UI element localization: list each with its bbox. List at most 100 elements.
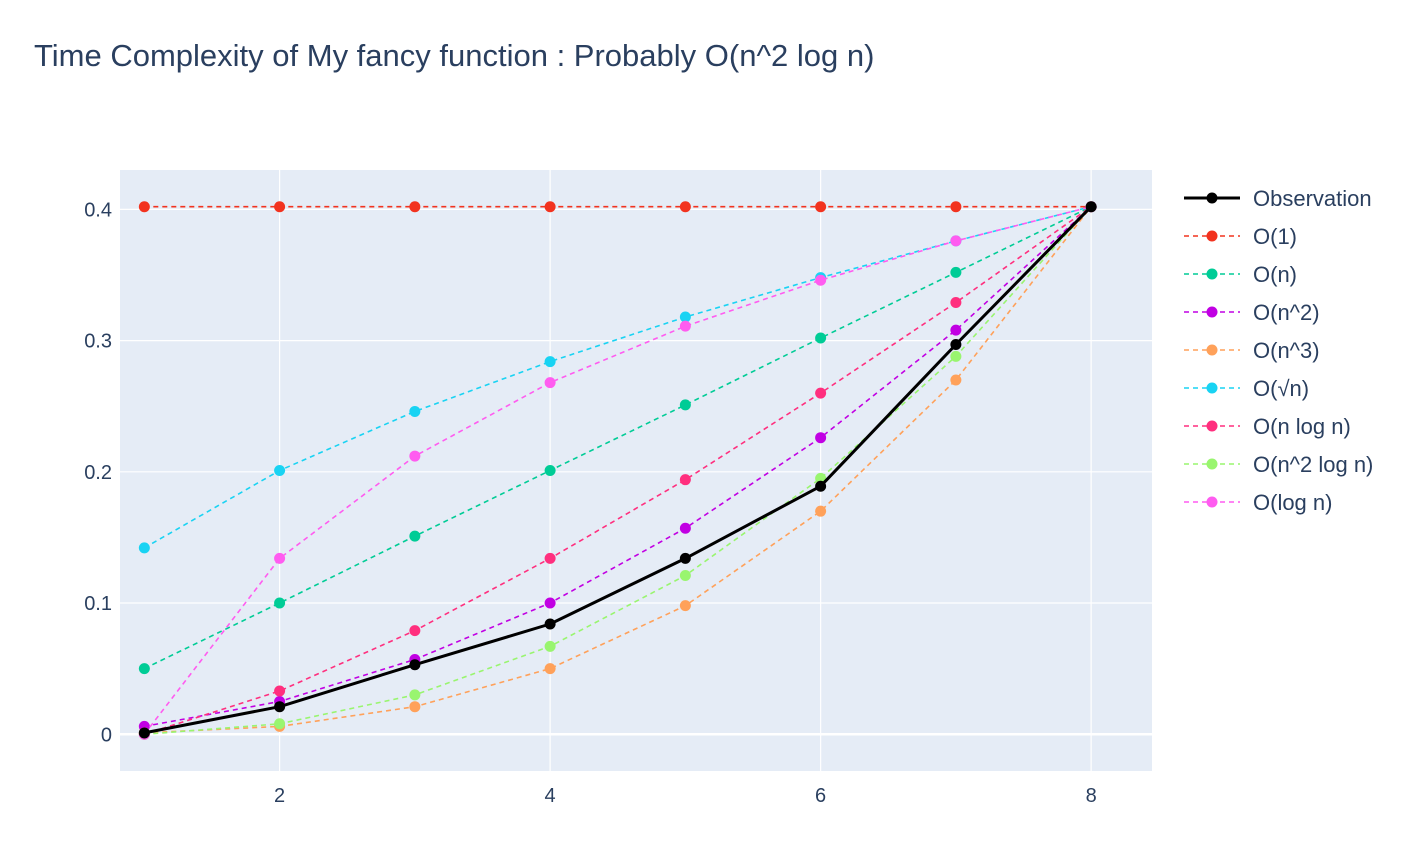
data-point [679,399,691,411]
data-point [544,597,556,609]
legend-swatch-marker [1206,496,1218,508]
data-point [544,663,556,675]
data-point [409,625,421,637]
y-tick-label: 0 [101,724,112,746]
data-point [950,374,962,386]
data-point [679,474,691,486]
legend-item[interactable]: O(√n) [1184,376,1309,401]
data-point [679,552,691,564]
legend-item[interactable]: O(n^2 log n) [1184,452,1373,477]
series-line [143,205,1092,549]
legend-swatch-marker [1206,268,1218,280]
data-point [544,640,556,652]
x-tick-label: 2 [274,785,285,807]
data-point [274,685,286,697]
x-tick-label: 6 [815,785,826,807]
series-line [144,205,1093,735]
data-point [1085,201,1097,213]
series-0 [138,201,1097,739]
series-line [144,206,1092,734]
data-point [679,320,691,332]
data-point [274,552,286,564]
legend-label: O(n log n) [1253,414,1351,439]
x-tick-label: 4 [545,785,556,807]
legend-item[interactable]: O(log n) [1184,490,1332,515]
plot-background [120,170,1152,771]
legend-label: Observation [1253,186,1372,211]
series-line [144,206,1092,736]
data-point [274,465,286,476]
data-point [815,432,827,444]
legend-item[interactable]: O(n^3) [1184,338,1320,363]
y-tick-label: 0.3 [84,331,112,353]
legend-swatch-marker [1206,306,1218,318]
legend-swatch-marker [1206,230,1218,242]
data-point [409,201,421,213]
legend-swatch-marker [1206,458,1218,470]
data-point [138,542,150,554]
series-4 [138,201,1097,739]
data-point [138,201,150,213]
data-point [950,201,962,213]
data-point [815,387,827,399]
data-point [409,701,421,713]
legend-label: O(log n) [1253,490,1332,515]
legend-label: O(n^2) [1253,300,1320,325]
data-point [544,465,556,476]
legend-label: O(n^2 log n) [1253,452,1373,477]
data-point [544,618,556,630]
data-point [544,377,556,389]
data-point [409,450,421,462]
data-point [274,597,286,609]
data-point [679,600,691,612]
data-point [815,480,827,492]
data-point [409,659,421,671]
data-point [274,201,286,213]
data-point [138,727,150,739]
data-point [138,663,150,675]
legend-item[interactable]: O(1) [1184,224,1297,249]
series-layer [138,201,1097,740]
legend-swatch-marker [1206,192,1218,204]
data-point [544,356,556,368]
data-point [815,505,827,517]
legend-label: O(√n) [1253,376,1309,401]
legend-swatch-marker [1206,344,1218,356]
data-point [815,332,827,344]
data-point [950,339,962,351]
axes: 0 0.1 0.2 0.3 0.4 2 4 6 8 [84,199,1097,807]
legend-item[interactable]: O(n^2) [1184,300,1320,325]
data-point [409,689,421,701]
legend-swatch-marker [1206,420,1218,432]
data-point [409,405,421,417]
legend-label: O(n) [1253,262,1297,287]
data-point [409,530,421,542]
legend[interactable]: Observation O(1) O(n) O(n^2) O(n^3) O(√n) O(n … [1184,186,1373,515]
legend-swatch-marker [1206,382,1218,394]
data-point [679,569,691,581]
data-point [950,297,962,309]
data-point [544,552,556,564]
legend-label: O(n^3) [1253,338,1320,363]
data-point [274,701,286,713]
data-point [679,311,691,323]
data-point [950,266,962,278]
data-point [950,350,962,362]
chart-title: Time Complexity of My fancy function : P… [34,38,875,73]
legend-label: O(1) [1253,224,1297,249]
y-tick-label: 0.2 [84,462,112,484]
legend-item[interactable]: O(n) [1184,262,1297,287]
legend-item[interactable]: Observation [1184,186,1372,211]
data-point [950,235,962,247]
x-tick-label: 8 [1086,785,1097,807]
data-point [679,201,691,213]
series-1 [138,201,1097,213]
data-point [815,201,827,213]
series-line [143,205,1092,670]
legend-item[interactable]: O(n log n) [1184,414,1351,439]
data-point [950,324,962,336]
y-tick-label: 0.4 [84,199,112,221]
data-point [679,522,691,534]
y-tick-label: 0.1 [84,593,112,615]
